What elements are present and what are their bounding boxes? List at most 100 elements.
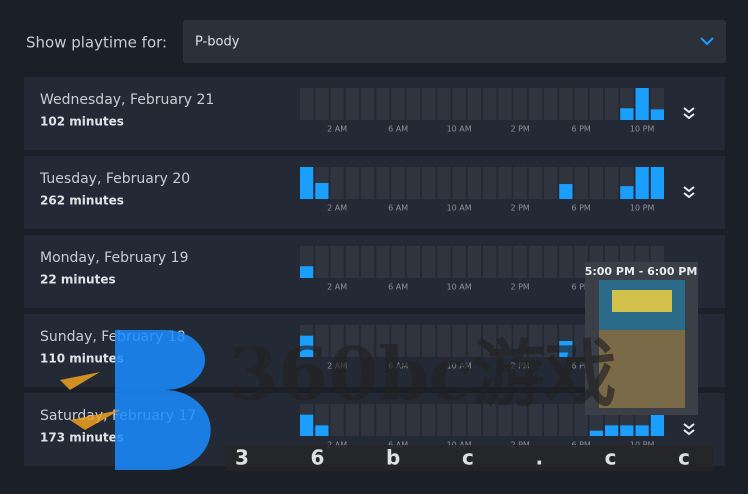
day-total: 110 minutes	[40, 352, 124, 366]
hour-bar	[650, 167, 664, 199]
dropdown-arrow[interactable]	[700, 37, 714, 46]
hour-bar	[300, 266, 314, 278]
hour-label: 6 PM	[571, 204, 590, 213]
expand-button[interactable]	[683, 186, 695, 199]
hour-label: 2 PM	[510, 362, 529, 371]
hour-slot	[574, 325, 588, 357]
hour-slot	[376, 88, 390, 120]
hour-slot	[483, 246, 497, 278]
hour-label: 2 AM	[327, 362, 347, 371]
hour-slot	[483, 404, 497, 436]
hour-label: 10 AM	[447, 362, 472, 371]
hour-slot	[498, 325, 512, 357]
hour-slot	[574, 88, 588, 120]
hour-slot	[437, 325, 451, 357]
hour-slot	[422, 167, 436, 199]
hour-bar	[315, 183, 329, 199]
day-date: Wednesday, February 21	[40, 92, 214, 108]
expand-button[interactable]	[683, 107, 695, 120]
hour-slot	[498, 404, 512, 436]
hour-slot	[345, 325, 359, 357]
day-date: Tuesday, February 20	[39, 171, 190, 187]
day-total: 262 minutes	[40, 194, 124, 208]
hour-slot	[559, 404, 573, 436]
hour-slot	[345, 88, 359, 120]
hour-slot	[361, 167, 375, 199]
hour-slot	[513, 88, 527, 120]
dropdown-box[interactable]	[183, 20, 726, 63]
hour-slot	[574, 404, 588, 436]
hour-slot	[330, 167, 344, 199]
hour-slot	[544, 404, 558, 436]
day-total: 22 minutes	[40, 273, 116, 287]
watermark-logo	[115, 330, 211, 470]
hour-slot	[391, 167, 405, 199]
hour-slot	[345, 167, 359, 199]
hour-slot	[483, 325, 497, 357]
hour-label: 2 AM	[327, 283, 347, 292]
hour-bar	[635, 167, 649, 199]
hour-slot	[498, 88, 512, 120]
hour-slot	[452, 246, 466, 278]
hour-bar	[559, 341, 573, 357]
hour-label: 10 PM	[630, 125, 655, 134]
hour-label: 10 AM	[447, 283, 472, 292]
hour-slot	[528, 404, 542, 436]
hour-slot	[544, 88, 558, 120]
hour-slot	[528, 88, 542, 120]
expand-button[interactable]	[683, 423, 695, 436]
hour-slot	[467, 88, 481, 120]
hour-slot	[467, 404, 481, 436]
hour-slot	[422, 404, 436, 436]
hour-bar	[650, 109, 664, 120]
hour-slot	[330, 88, 344, 120]
watermark-bar	[225, 445, 713, 471]
hour-bar	[635, 88, 649, 120]
filter-label: Show playtime for:	[26, 34, 167, 52]
hour-label: 2 PM	[510, 283, 529, 292]
hour-slot	[391, 88, 405, 120]
hour-slot	[544, 325, 558, 357]
dropdown[interactable]: P-body	[183, 20, 726, 63]
hour-slot	[361, 88, 375, 120]
hour-slot	[574, 167, 588, 199]
hour-label: 2 AM	[327, 204, 347, 213]
hour-slot	[574, 246, 588, 278]
day-total: 173 minutes	[40, 431, 124, 445]
hour-slot	[544, 167, 558, 199]
watermark-brand: 360bc游戏	[228, 331, 616, 416]
hour-slot	[589, 167, 603, 199]
hour-label: 6 AM	[388, 204, 408, 213]
hour-slot	[361, 246, 375, 278]
hour-slot	[498, 246, 512, 278]
game-logo	[612, 290, 672, 312]
hour-slot	[406, 167, 420, 199]
hour-slot	[300, 88, 314, 120]
hour-label: 10 AM	[447, 204, 472, 213]
hour-slot	[452, 325, 466, 357]
hour-bar	[559, 184, 573, 199]
hour-bar	[635, 425, 649, 436]
hour-slot	[467, 325, 481, 357]
hour-label: 10 PM	[630, 204, 655, 213]
hour-bar	[620, 108, 634, 120]
day-row	[24, 77, 725, 150]
hour-slot	[345, 404, 359, 436]
hour-slot	[330, 325, 344, 357]
dropdown-value[interactable]: P-body	[195, 35, 240, 50]
hour-slot	[513, 325, 527, 357]
hour-slot	[391, 404, 405, 436]
hour-slot	[422, 246, 436, 278]
hour-slot	[437, 246, 451, 278]
hour-slot	[559, 246, 573, 278]
hour-bar	[300, 414, 314, 436]
hour-label: 6 AM	[388, 283, 408, 292]
hour-slot	[605, 167, 619, 199]
hour-slot	[513, 167, 527, 199]
hour-label: 6 PM	[571, 283, 590, 292]
hour-bar	[620, 186, 634, 199]
hour-slot	[406, 325, 420, 357]
day-total: 102 minutes	[40, 115, 124, 129]
hour-slot	[406, 246, 420, 278]
